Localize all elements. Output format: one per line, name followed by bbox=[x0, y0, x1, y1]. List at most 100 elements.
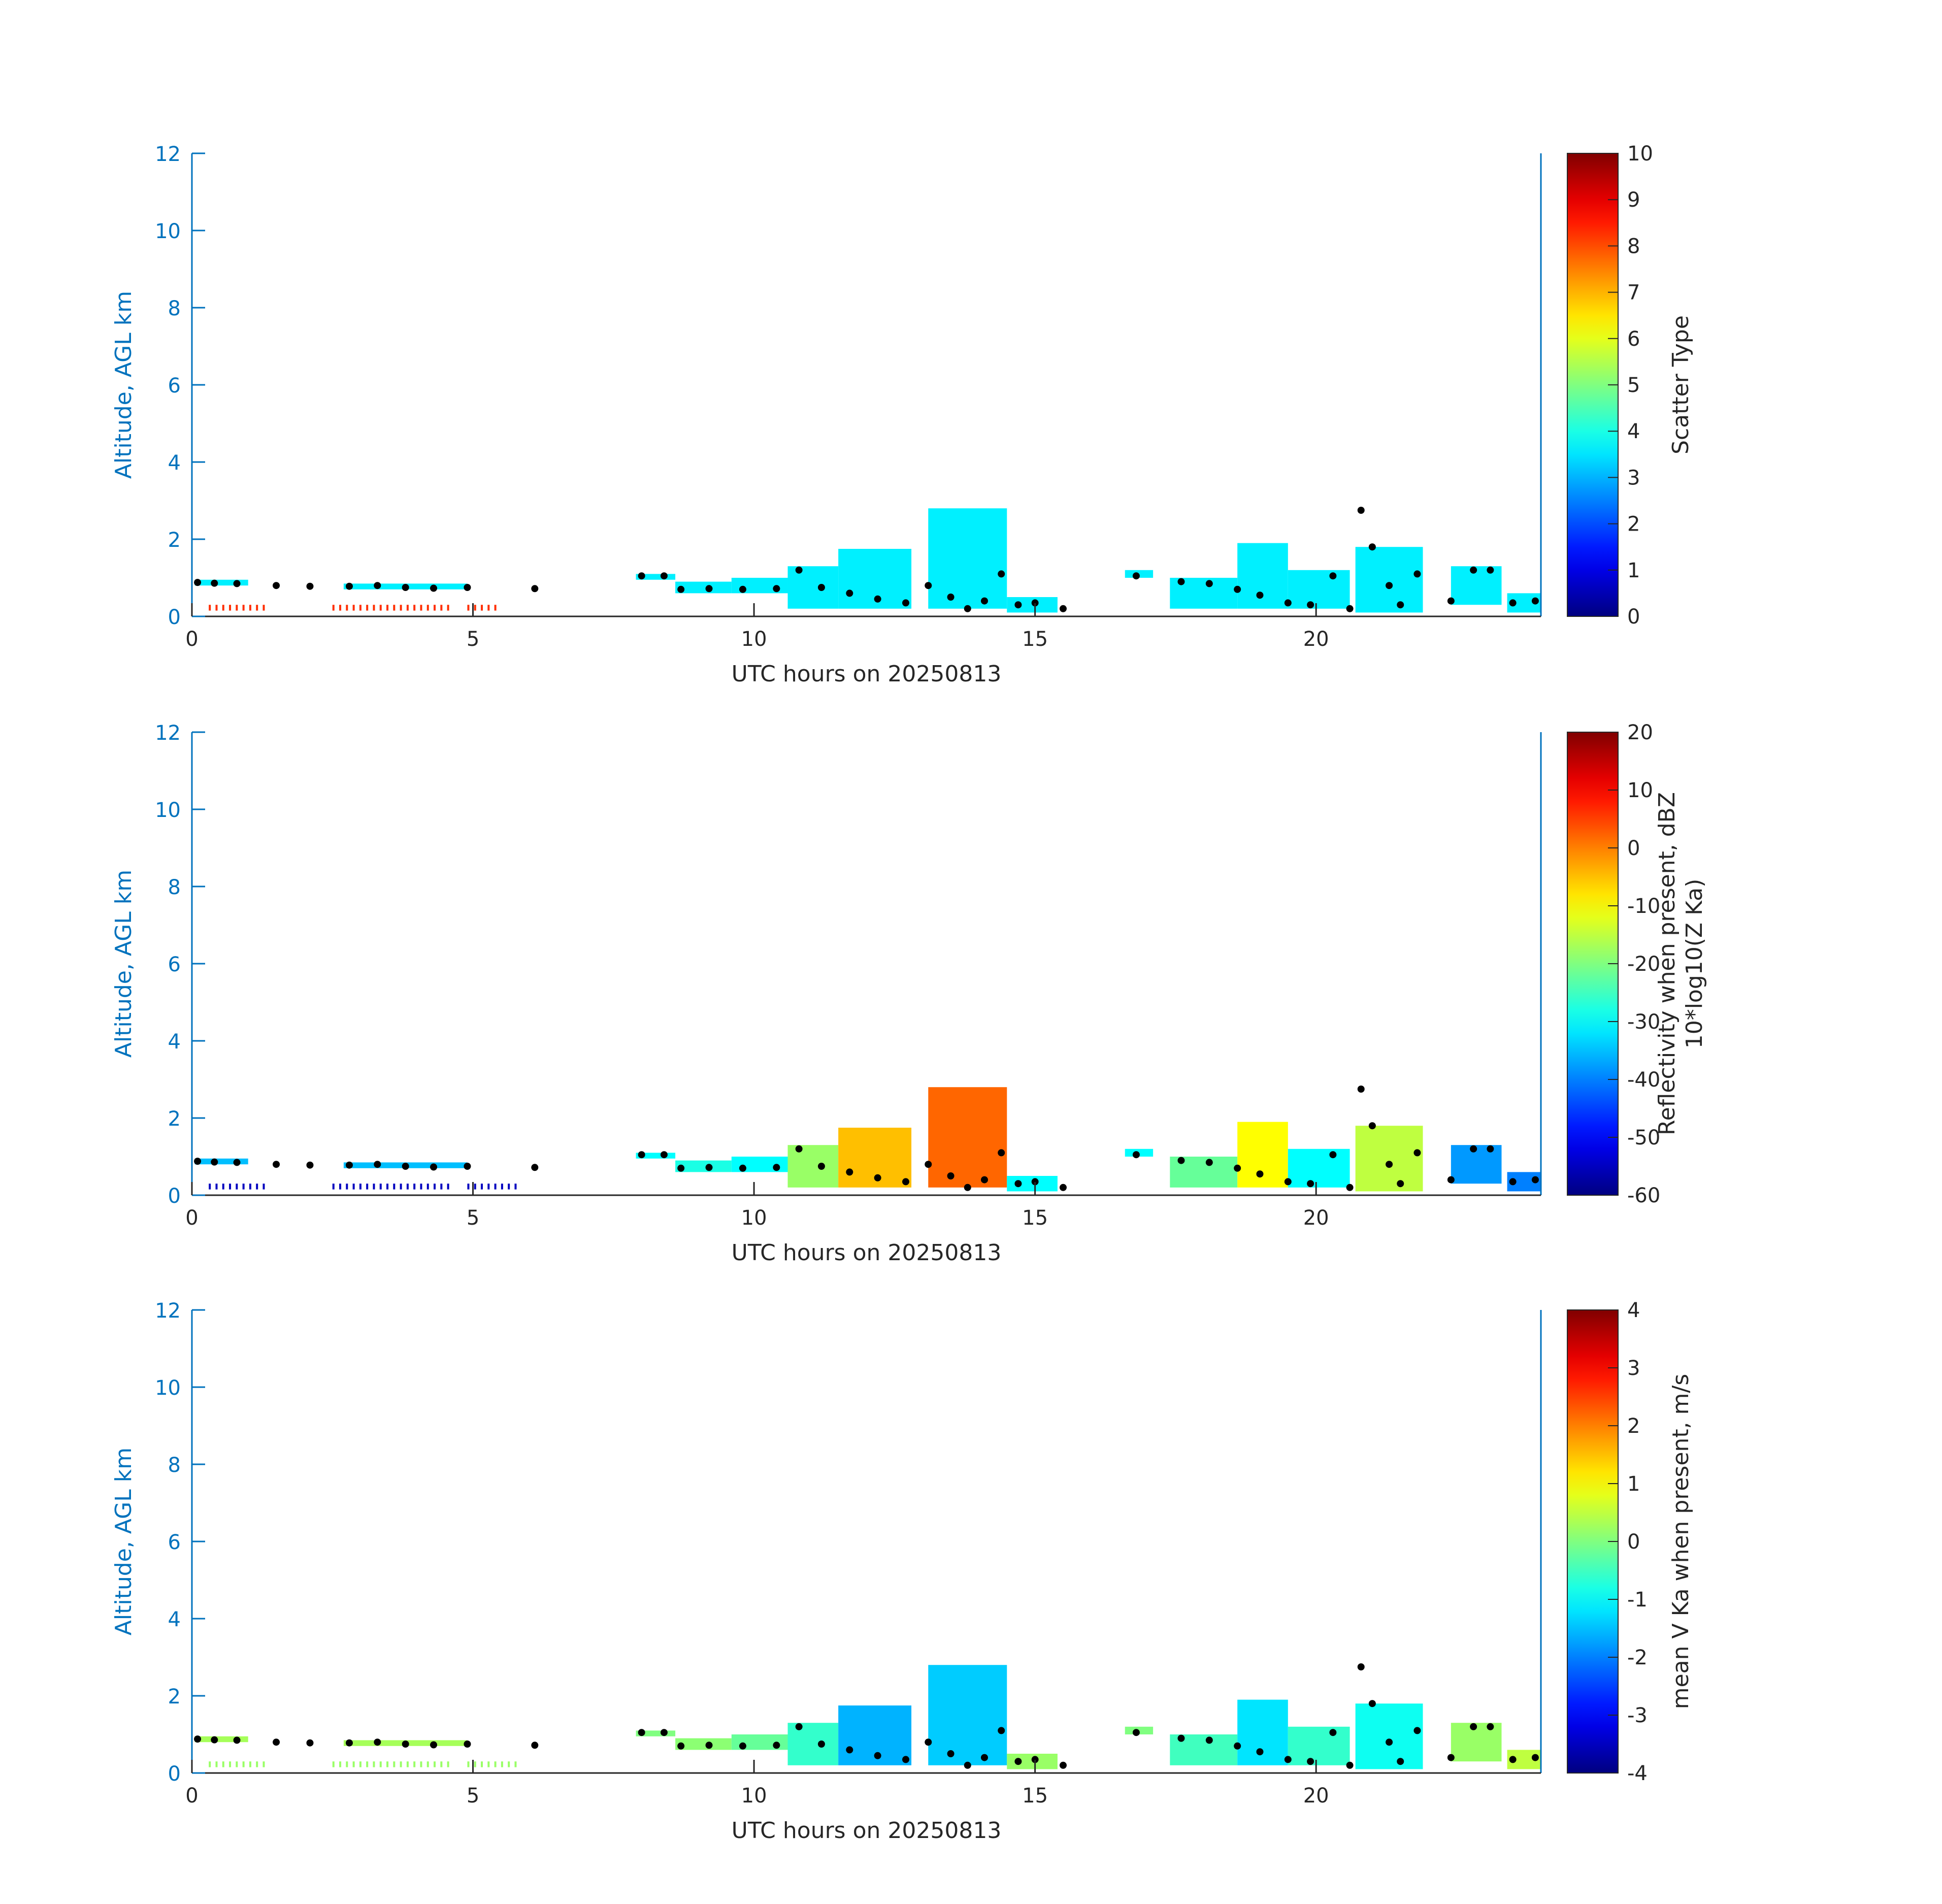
data-region bbox=[194, 579, 248, 586]
x-axis-label: UTC hours on 20250813 bbox=[732, 1818, 1002, 1844]
colorbar-tick-label: -20 bbox=[1627, 953, 1660, 976]
cloud-base-marker bbox=[464, 1741, 471, 1748]
ground-mark bbox=[229, 605, 232, 611]
cloud-base-marker bbox=[902, 1178, 909, 1186]
cloud-base-marker bbox=[1284, 1756, 1292, 1763]
ground-mark bbox=[346, 1761, 348, 1767]
cloud-base-marker bbox=[1031, 1756, 1039, 1763]
cloud-base-marker bbox=[1329, 572, 1337, 580]
cloud-base-marker bbox=[705, 1164, 713, 1171]
cloud-base-marker bbox=[1177, 1734, 1185, 1742]
data-region bbox=[1288, 1726, 1350, 1765]
y-tick-label: 12 bbox=[155, 721, 181, 745]
cloud-base-marker bbox=[1307, 1180, 1314, 1188]
y-axis-label: Altitude, AGL km bbox=[111, 291, 137, 479]
data-region bbox=[1451, 1145, 1502, 1184]
x-axis-label: UTC hours on 20250813 bbox=[732, 661, 1002, 687]
cloud-base-marker bbox=[1234, 1742, 1241, 1750]
ground-mark bbox=[346, 605, 348, 611]
ground-mark bbox=[215, 1184, 218, 1190]
ground-mark bbox=[373, 1184, 375, 1190]
colorbar-tick-label: -30 bbox=[1627, 1010, 1660, 1034]
y-axis-label: Altitude, AGL km bbox=[111, 870, 137, 1058]
colorbar-tick-label: 10 bbox=[1627, 142, 1653, 166]
colorbar-tick-label: -40 bbox=[1627, 1068, 1660, 1092]
y-tick-label: 8 bbox=[168, 876, 181, 899]
x-tick-label: 0 bbox=[185, 628, 198, 651]
ground-mark bbox=[447, 605, 449, 611]
colorbar-tick-label: 8 bbox=[1627, 235, 1640, 258]
cloud-base-marker bbox=[1284, 1178, 1292, 1186]
x-tick-label: 20 bbox=[1303, 1784, 1329, 1808]
cloud-base-marker bbox=[211, 1158, 218, 1166]
colorbar-tick-label: 4 bbox=[1627, 1299, 1640, 1322]
cloud-base-marker bbox=[1470, 566, 1477, 574]
cloud-base-marker bbox=[1256, 592, 1264, 599]
ground-mark bbox=[386, 1761, 389, 1767]
ground-mark bbox=[400, 605, 402, 611]
cloud-base-marker bbox=[1357, 1086, 1365, 1093]
cloud-base-marker bbox=[964, 1184, 971, 1191]
x-tick-label: 5 bbox=[467, 1206, 479, 1230]
cloud-base-marker bbox=[1413, 1727, 1421, 1734]
cloud-base-marker bbox=[1346, 1761, 1354, 1769]
cloud-base-marker bbox=[705, 1742, 713, 1749]
cloud-base-marker bbox=[925, 582, 932, 589]
ground-mark bbox=[494, 605, 497, 611]
ground-mark bbox=[242, 605, 245, 611]
cloud-base-marker bbox=[817, 584, 825, 591]
cloud-base-marker bbox=[194, 1735, 202, 1743]
data-region bbox=[787, 566, 839, 609]
cloud-base-marker bbox=[1487, 1723, 1494, 1730]
ground-mark bbox=[352, 605, 355, 611]
x-tick-label: 15 bbox=[1022, 628, 1048, 651]
cloud-base-marker bbox=[1205, 580, 1213, 587]
cloud-base-marker bbox=[345, 582, 353, 590]
data-region bbox=[1355, 1126, 1423, 1192]
ground-mark bbox=[467, 605, 470, 611]
ground-mark bbox=[440, 1761, 443, 1767]
cloud-base-marker bbox=[531, 585, 539, 593]
cloud-base-marker bbox=[345, 1739, 353, 1747]
ground-mark bbox=[352, 1761, 355, 1767]
cloud-base-marker bbox=[306, 1739, 314, 1747]
cloud-base-marker bbox=[233, 1159, 241, 1166]
cloud-base-marker bbox=[1284, 599, 1292, 607]
cloud-base-marker bbox=[1357, 507, 1365, 514]
x-tick-label: 10 bbox=[741, 1784, 767, 1808]
colorbar-label: Scatter Type bbox=[1668, 315, 1694, 454]
cloud-base-marker bbox=[194, 579, 202, 586]
cloud-base-marker bbox=[846, 589, 853, 597]
y-tick-label: 0 bbox=[168, 1762, 181, 1786]
cloud-base-marker bbox=[273, 582, 280, 589]
cloud-base-marker bbox=[1386, 1161, 1393, 1168]
data-region bbox=[1355, 1703, 1423, 1769]
cloud-base-marker bbox=[1234, 585, 1241, 593]
cloud-base-marker bbox=[660, 572, 668, 580]
cloud-base-marker bbox=[1307, 1758, 1314, 1765]
cloud-base-marker bbox=[233, 1736, 241, 1744]
cloud-base-marker bbox=[430, 1741, 438, 1749]
colorbar-tick-label: 2 bbox=[1627, 513, 1640, 536]
cloud-base-marker bbox=[677, 1742, 685, 1750]
cloud-base-marker bbox=[1059, 605, 1067, 612]
x-tick-label: 10 bbox=[741, 1206, 767, 1230]
ground-mark bbox=[366, 1184, 369, 1190]
cloud-base-marker bbox=[1509, 1178, 1517, 1186]
cloud-base-marker bbox=[1413, 1149, 1421, 1157]
y-tick-label: 8 bbox=[168, 297, 181, 320]
ground-mark bbox=[256, 605, 258, 611]
colorbar-tick-label: -4 bbox=[1627, 1762, 1648, 1785]
cloud-base-marker bbox=[817, 1163, 825, 1170]
cloud-base-marker bbox=[874, 1174, 881, 1181]
ground-mark bbox=[447, 1184, 449, 1190]
ground-mark bbox=[481, 605, 483, 611]
ground-mark bbox=[501, 1761, 503, 1767]
cloud-base-marker bbox=[194, 1158, 202, 1165]
cloud-base-marker bbox=[660, 1151, 668, 1159]
cloud-base-marker bbox=[374, 1161, 381, 1168]
ground-mark bbox=[434, 1761, 436, 1767]
cloud-base-marker bbox=[795, 1723, 803, 1730]
cloud-base-marker bbox=[902, 599, 909, 607]
y-tick-label: 12 bbox=[155, 143, 181, 166]
